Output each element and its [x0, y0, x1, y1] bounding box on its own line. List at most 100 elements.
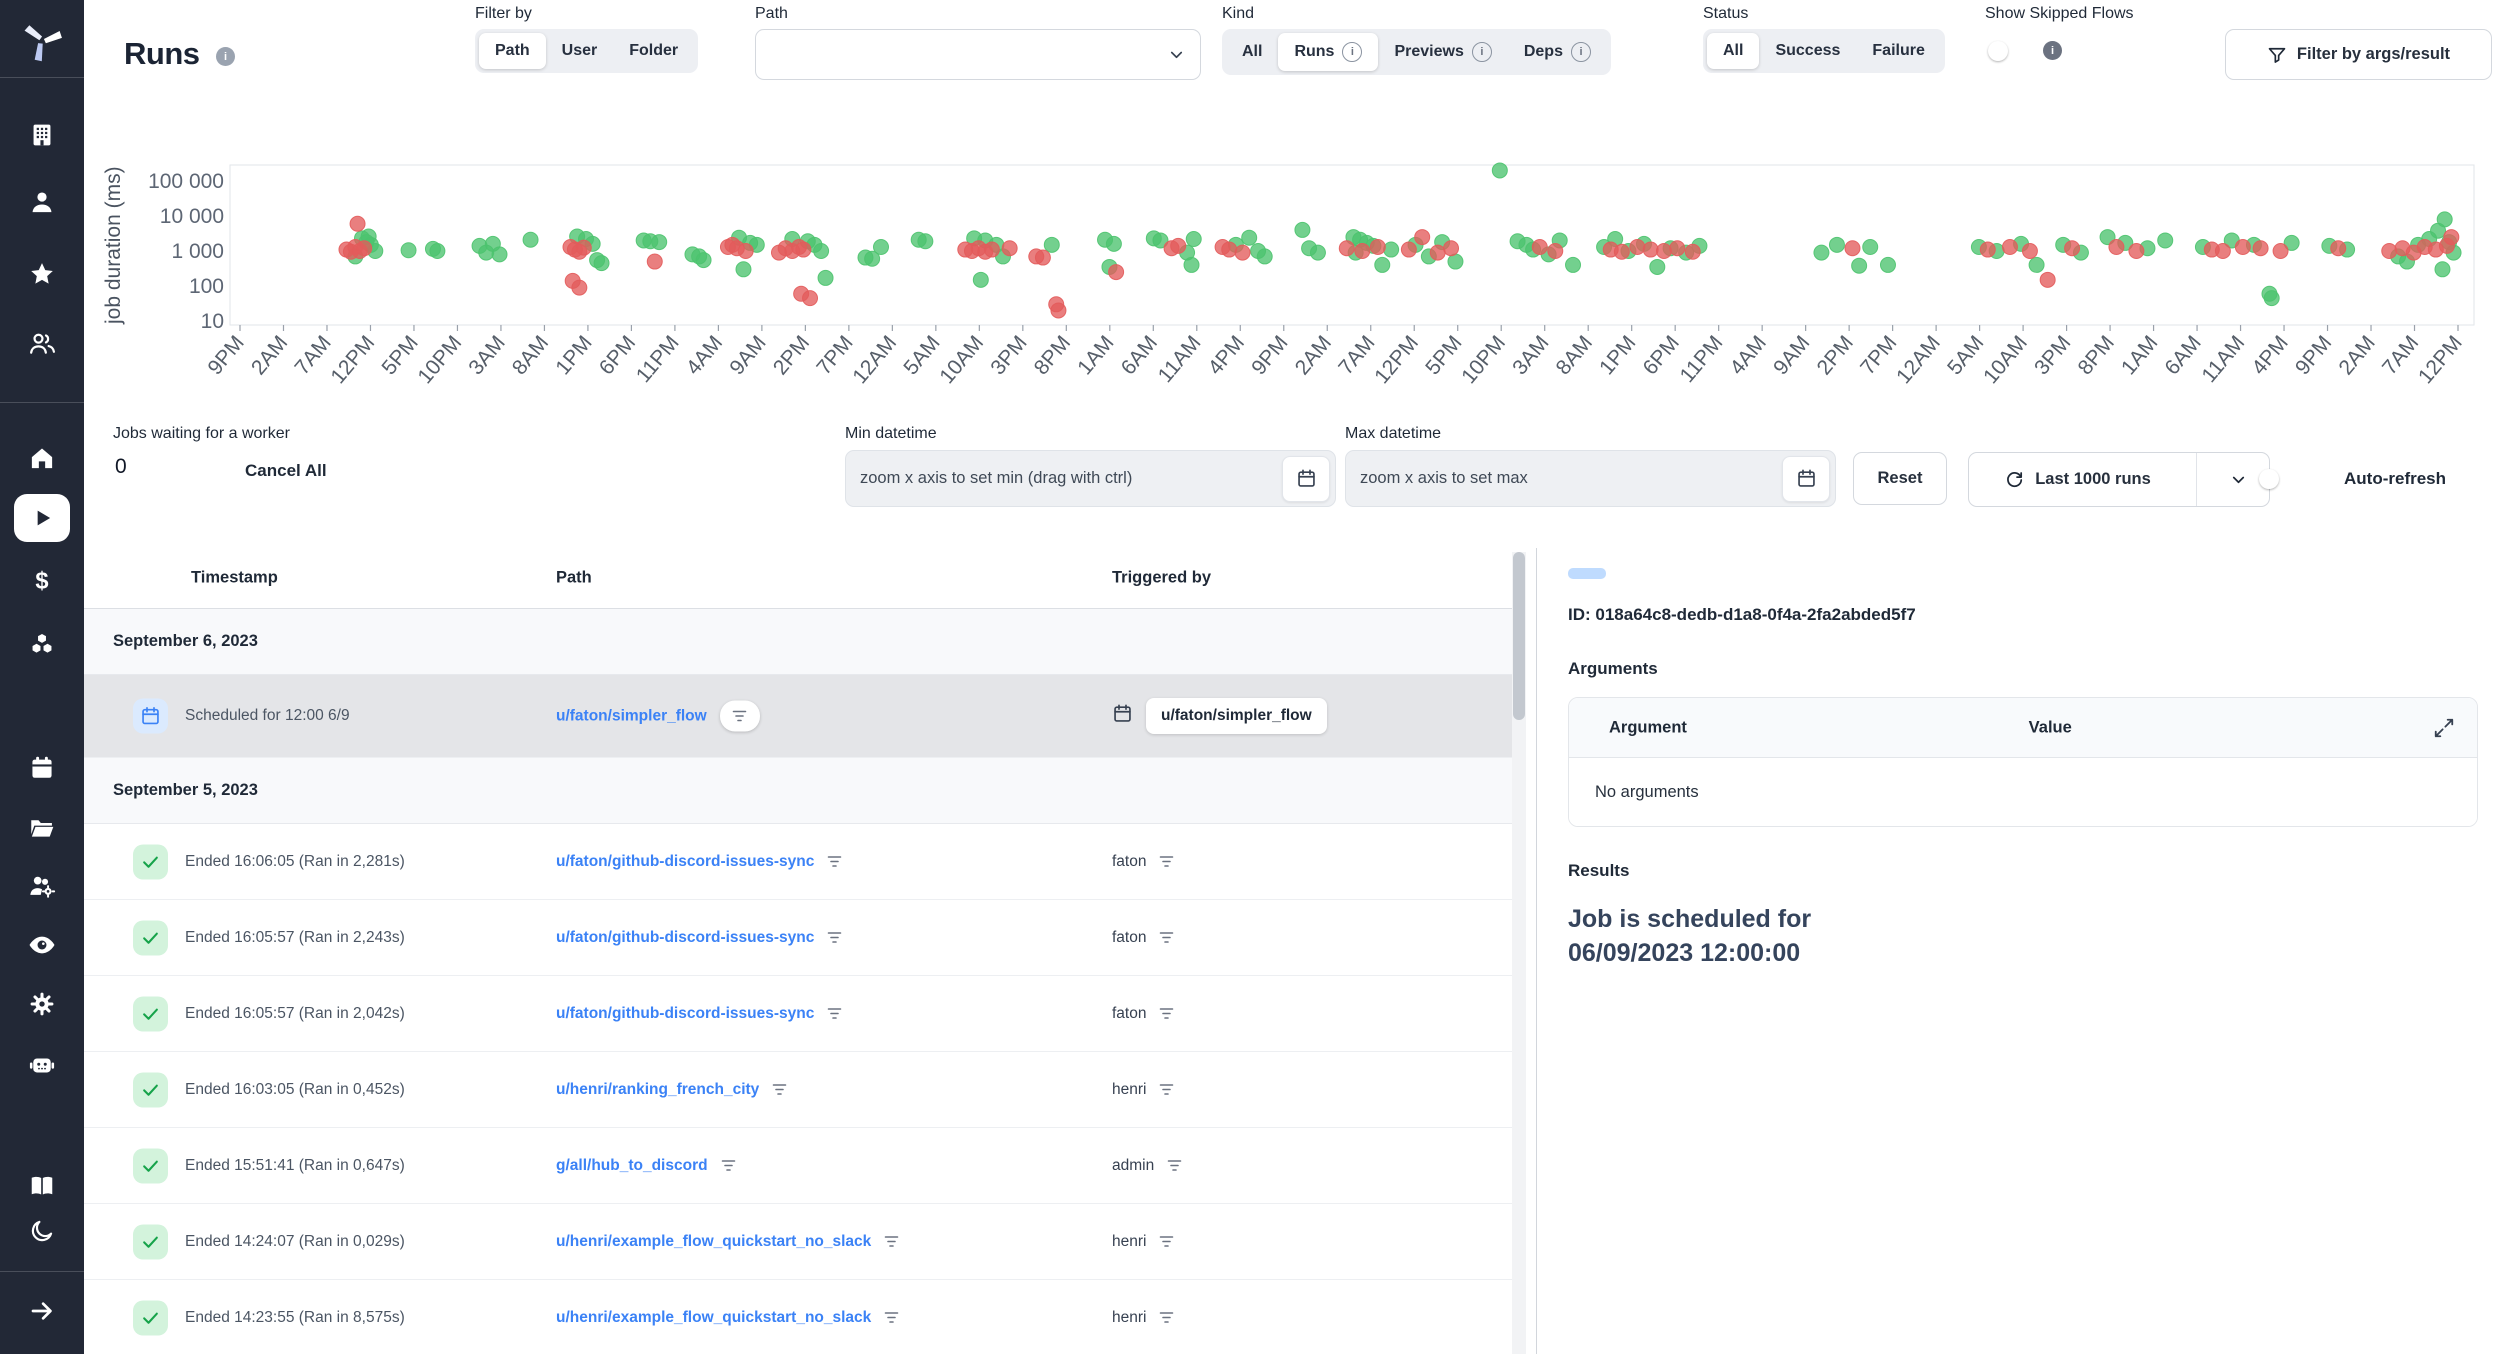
- filter-args-button[interactable]: Filter by args/result: [2225, 29, 2492, 80]
- run-row[interactable]: Ended 16:06:05 (Ran in 2,281s) u/faton/gi…: [84, 824, 1512, 900]
- run-path-link[interactable]: u/henri/ranking_french_city: [556, 1080, 760, 1098]
- svg-text:8PM: 8PM: [1030, 331, 1075, 379]
- svg-text:11PM: 11PM: [1676, 331, 1728, 387]
- filter-by-path-icon[interactable]: [884, 1311, 899, 1324]
- windmill-logo[interactable]: [19, 17, 65, 63]
- run-row[interactable]: Scheduled for 12:00 6/9 u/faton/simpler_f…: [84, 675, 1512, 758]
- user-icon[interactable]: [29, 189, 56, 216]
- failure-point: [1338, 240, 1355, 257]
- runs-icon[interactable]: [14, 494, 70, 542]
- run-path-link[interactable]: u/faton/github-discord-issues-sync: [556, 928, 815, 946]
- run-path-link[interactable]: u/henri/example_flow_quickstart_no_slack: [556, 1308, 872, 1326]
- path-select[interactable]: [755, 29, 1201, 80]
- resources-cubes-icon[interactable]: [28, 630, 56, 658]
- svg-text:12PM: 12PM: [1370, 331, 1423, 388]
- failure-point: [1050, 302, 1067, 319]
- success-point: [2099, 229, 2116, 246]
- svg-text:8PM: 8PM: [2074, 331, 2119, 379]
- calendar-picker-button[interactable]: [1282, 455, 1330, 502]
- chevron-down-icon: [2232, 476, 2244, 484]
- kind-runs[interactable]: Runs i: [1278, 33, 1379, 71]
- home-icon[interactable]: [29, 445, 56, 472]
- filter-by-path-icon[interactable]: [719, 700, 760, 732]
- settings-gear-icon[interactable]: [28, 990, 56, 1018]
- run-path-link[interactable]: u/faton/github-discord-issues-sync: [556, 1004, 815, 1022]
- group-gear-icon[interactable]: [28, 872, 56, 900]
- filter-by-path-icon[interactable]: [772, 1083, 787, 1096]
- kind-deps[interactable]: Deps i: [1508, 33, 1607, 71]
- success-point: [1374, 256, 1391, 273]
- folder-icon[interactable]: [28, 813, 56, 841]
- run-row[interactable]: Ended 16:05:57 (Ran in 2,243s) u/faton/gi…: [84, 900, 1512, 976]
- filter-by-path[interactable]: Path: [479, 33, 546, 69]
- svg-text:10AM: 10AM: [935, 331, 988, 388]
- success-point: [813, 243, 830, 259]
- filter-by-path-icon[interactable]: [827, 855, 842, 868]
- run-row[interactable]: Ended 16:03:05 (Ran in 0,452s) u/henri/ra…: [84, 1052, 1512, 1128]
- filter-by-user-icon[interactable]: [1159, 855, 1174, 868]
- info-icon[interactable]: i: [216, 47, 235, 66]
- variables-icon[interactable]: $: [29, 567, 56, 593]
- refresh-runs-button[interactable]: Last 1000 runs: [1969, 470, 2186, 490]
- filter-by-user[interactable]: User: [561, 42, 598, 59]
- table-scrollbar[interactable]: [1512, 552, 1526, 1354]
- show-skipped-label: Show Skipped Flows: [1985, 5, 2134, 22]
- audit-eye-icon[interactable]: [28, 931, 57, 960]
- filter-by-folder[interactable]: Folder: [629, 42, 679, 59]
- filter-by-path-icon[interactable]: [884, 1235, 899, 1248]
- filter-by-user-icon[interactable]: [1159, 931, 1174, 944]
- filter-by-user-icon[interactable]: [1159, 1311, 1174, 1324]
- status-success[interactable]: Success: [1775, 42, 1841, 59]
- expand-icon[interactable]: [2433, 717, 2455, 739]
- filter-by-user-icon[interactable]: [1159, 1235, 1174, 1248]
- triggered-by: henri: [1112, 1080, 1147, 1098]
- reset-button[interactable]: Reset: [1853, 452, 1947, 505]
- cancel-all-button[interactable]: Cancel All: [245, 461, 327, 480]
- run-row[interactable]: Ended 14:23:55 (Ran in 8,575s) u/henri/ex…: [84, 1280, 1512, 1354]
- svg-text:job duration (ms): job duration (ms): [102, 166, 125, 325]
- filter-by-user-icon[interactable]: [1159, 1007, 1174, 1020]
- run-path-link[interactable]: g/all/hub_to_discord: [556, 1156, 708, 1174]
- triggered-by-cell: henri: [1112, 1309, 1174, 1327]
- run-path-link[interactable]: u/faton/simpler_flow: [556, 707, 707, 724]
- button-divider: [2196, 453, 2197, 506]
- svg-text:4PM: 4PM: [1204, 331, 1249, 379]
- filter-by-user-icon[interactable]: [1159, 1083, 1174, 1096]
- filter-by-path-icon[interactable]: [827, 1007, 842, 1020]
- path-cell: u/faton/simpler_flow: [556, 700, 760, 732]
- dark-mode-moon-icon[interactable]: [29, 1218, 55, 1244]
- success-check-icon: [133, 1148, 168, 1183]
- runs-count-dropdown[interactable]: [2207, 453, 2269, 506]
- schedules-calendar-icon[interactable]: [29, 755, 56, 782]
- svg-text:3PM: 3PM: [2030, 331, 2075, 379]
- max-datetime-input[interactable]: [1346, 469, 1777, 488]
- building-icon[interactable]: [29, 122, 56, 149]
- run-path-link[interactable]: u/henri/example_flow_quickstart_no_slack: [556, 1232, 872, 1250]
- docs-book-icon[interactable]: [28, 1172, 56, 1200]
- success-point: [1152, 232, 1169, 249]
- min-datetime-input[interactable]: [846, 469, 1277, 488]
- status-all[interactable]: All: [1707, 33, 1760, 69]
- expand-arrow-icon[interactable]: [29, 1298, 56, 1325]
- info-icon[interactable]: i: [2043, 41, 2062, 60]
- workers-robot-icon[interactable]: [28, 1051, 57, 1080]
- user-group-icon[interactable]: [28, 329, 56, 357]
- status-failure[interactable]: Failure: [1872, 42, 1925, 59]
- scrollbar-thumb[interactable]: [1513, 552, 1525, 720]
- filter-by-path-icon[interactable]: [721, 1159, 736, 1172]
- failure-point: [983, 241, 1000, 258]
- kind-all[interactable]: All: [1242, 43, 1263, 60]
- svg-text:$: $: [35, 568, 48, 593]
- run-path-link[interactable]: u/faton/github-discord-issues-sync: [556, 852, 815, 870]
- run-row[interactable]: Ended 16:05:57 (Ran in 2,042s) u/faton/gi…: [84, 976, 1512, 1052]
- calendar-picker-button[interactable]: [1782, 455, 1830, 502]
- filter-by-path-icon[interactable]: [827, 931, 842, 944]
- kind-previews[interactable]: Previews i: [1378, 33, 1507, 71]
- triggered-by-badge: u/faton/simpler_flow: [1146, 698, 1327, 734]
- star-icon[interactable]: [29, 261, 56, 288]
- failure-point: [1979, 241, 1996, 258]
- runs-duration-chart[interactable]: 100 000 10 000 1 000 100 10 job duration (ms)…: [84, 148, 2500, 410]
- run-row[interactable]: Ended 14:24:07 (Ran in 0,029s) u/henri/ex…: [84, 1204, 1512, 1280]
- filter-by-user-icon[interactable]: [1167, 1159, 1182, 1172]
- run-row[interactable]: Ended 15:51:41 (Ran in 0,647s) g/all/hub_…: [84, 1128, 1512, 1204]
